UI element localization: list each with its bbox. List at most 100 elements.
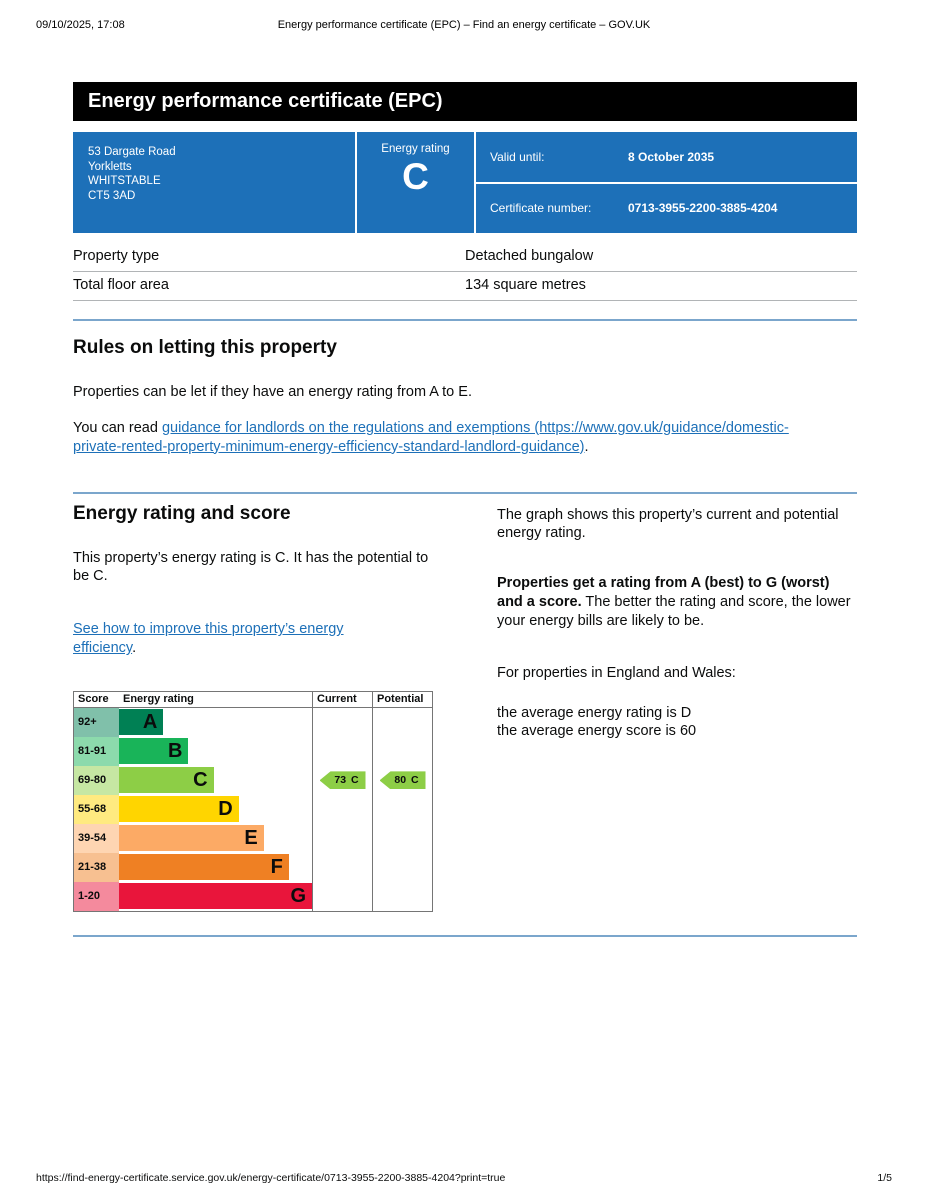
band-score: 39-54 [74,823,119,853]
band-score: 69-80 [74,765,119,795]
epc-rating-chart: Score Energy rating Current Potential 92… [73,690,433,912]
improve-efficiency-link[interactable]: See how to improve this property’s energ… [73,621,344,657]
band-bar-cell: B [119,737,312,766]
band-letter: F [270,856,283,879]
potential-column-cell: 80 C [372,765,432,795]
band-bar: F [119,854,289,881]
print-footer: https://find-energy-certificate.service.… [36,1172,892,1184]
header-potential: Potential [372,691,432,707]
improve-paragraph: See how to improve this property’s energ… [73,620,373,658]
band-bar: C [119,767,214,794]
epc-band-row: 39-54 E [74,823,432,853]
header-energy-rating: Energy rating [123,692,194,705]
certificate-page: Energy performance certificate (EPC) 53 … [73,82,857,937]
band-score: 21-38 [74,852,119,882]
rating-section: Energy rating and score This property’s … [73,503,857,912]
tag-letter: C [351,774,359,787]
row-label: Property type [73,248,160,264]
band-score: 92+ [74,707,119,737]
band-score: 55-68 [74,794,119,824]
validity-section: Valid until: 8 October 2035 Certificate … [476,132,857,233]
potential-column-cell [372,852,432,882]
header-current: Current [312,691,372,707]
page-title: Energy performance certificate (EPC) [88,90,443,112]
potential-column-cell [372,794,432,824]
potential-column-cell [372,823,432,853]
tag-score: 73 [334,774,347,787]
address-line: WHITSTABLE [88,175,161,188]
row-value: Detached bungalow [465,248,594,264]
band-letter: C [193,769,208,792]
certificate-banner: Energy performance certificate (EPC) [73,82,857,121]
print-datetime: 09/10/2025, 17:08 [36,19,125,31]
address-line: Yorkletts [88,160,132,173]
band-score: 81-91 [74,736,119,766]
section-divider [73,934,857,937]
section-divider [73,319,857,321]
band-letter: E [244,827,258,850]
landlord-guidance-link[interactable]: guidance for landlords on the regulation… [73,419,789,455]
improve-suffix: . [132,640,137,657]
band-bar: B [119,738,189,765]
footer-page-number: 1/5 [877,1172,892,1184]
average-rating-line: the average energy rating is D [497,704,692,721]
rating-summary-text: This property’s energy rating is C. It h… [73,549,429,585]
band-bar: D [119,796,239,823]
tag-score: 80 [394,774,407,787]
certificate-number-value: 0713-3955-2200-3885-4204 [628,201,778,216]
band-letter: D [218,798,233,821]
band-letter: G [290,885,306,908]
epc-band-row: 81-91 B [74,736,432,766]
guidance-text-prefix: You can read [73,419,162,436]
guidance-text-suffix: . [584,438,589,455]
band-bar-cell: G [119,882,312,911]
epc-band-row: 1-20 G [74,881,432,911]
section-divider [73,491,857,494]
print-header: 09/10/2025, 17:08 Energy performance cer… [36,19,892,33]
address-line: CT5 3AD [88,189,136,202]
footer-url: https://find-energy-certificate.service.… [36,1172,506,1184]
property-address: 53 Dargate Road Yorkletts WHITSTABLE CT5 3A… [73,132,357,233]
current-column-cell [312,881,372,911]
potential-column-cell [372,881,432,911]
valid-until-value: 8 October 2035 [628,149,715,164]
epc-band-row: 21-38 F [74,852,432,882]
current-column-cell [312,794,372,824]
current-column-cell [312,852,372,882]
band-bar: A [119,709,164,736]
rating-heading: Energy rating and score [73,502,291,524]
rules-heading: Rules on letting this property [73,337,337,358]
band-bar: G [119,883,312,910]
energy-rating-cell: Energy rating C [357,132,476,233]
epc-band-row: 55-68 D [74,794,432,824]
band-score: 1-20 [74,881,119,911]
potential-rating-tag: 80 C [379,771,426,790]
graph-description: The graph shows this property’s current … [497,506,839,542]
certificate-number-row: Certificate number: 0713-3955-2200-3885-… [476,181,857,234]
band-bar-cell: C [119,766,312,795]
epc-chart-body: 92+ A 81-91 B 69-80 C 73 C 80 C 55-68 D 39-54 E 21-38 F… [74,707,432,911]
address-line: 53 Dargate Road [88,146,176,158]
valid-until-row: Valid until: 8 October 2035 [476,132,857,182]
table-row: Property type Detached bungalow [73,243,857,272]
header-score: Score [78,692,109,705]
epc-band-row: 69-80 C 73 C 80 C [74,765,432,795]
rating-section-left: Energy rating and score This property’s … [73,503,433,912]
band-bar-cell: E [119,824,312,853]
band-bar-cell: A [119,708,312,737]
certificate-summary-box: 53 Dargate Road Yorkletts WHITSTABLE CT5 3A… [73,132,857,233]
rating-explanation-bold: Properties get a rating from A (best) to… [497,575,830,611]
average-score-line: the average energy score is 60 [497,723,697,740]
table-row: Total floor area 134 square metres [73,272,857,301]
band-bar-cell: D [119,795,312,824]
current-column-cell [312,736,372,766]
tag-letter: C [411,774,419,787]
potential-column-cell [372,707,432,737]
rating-explanation-rest: The better the rating and score, the low… [497,594,851,629]
current-rating-tag: 73 C [319,771,366,790]
energy-rating-letter: C [402,156,429,197]
rules-paragraph: Properties can be let if they have an en… [73,384,472,400]
current-column-cell [312,707,372,737]
row-label: Total floor area [73,277,169,293]
rating-explanation: Properties get a rating from A (best) to… [497,574,857,631]
